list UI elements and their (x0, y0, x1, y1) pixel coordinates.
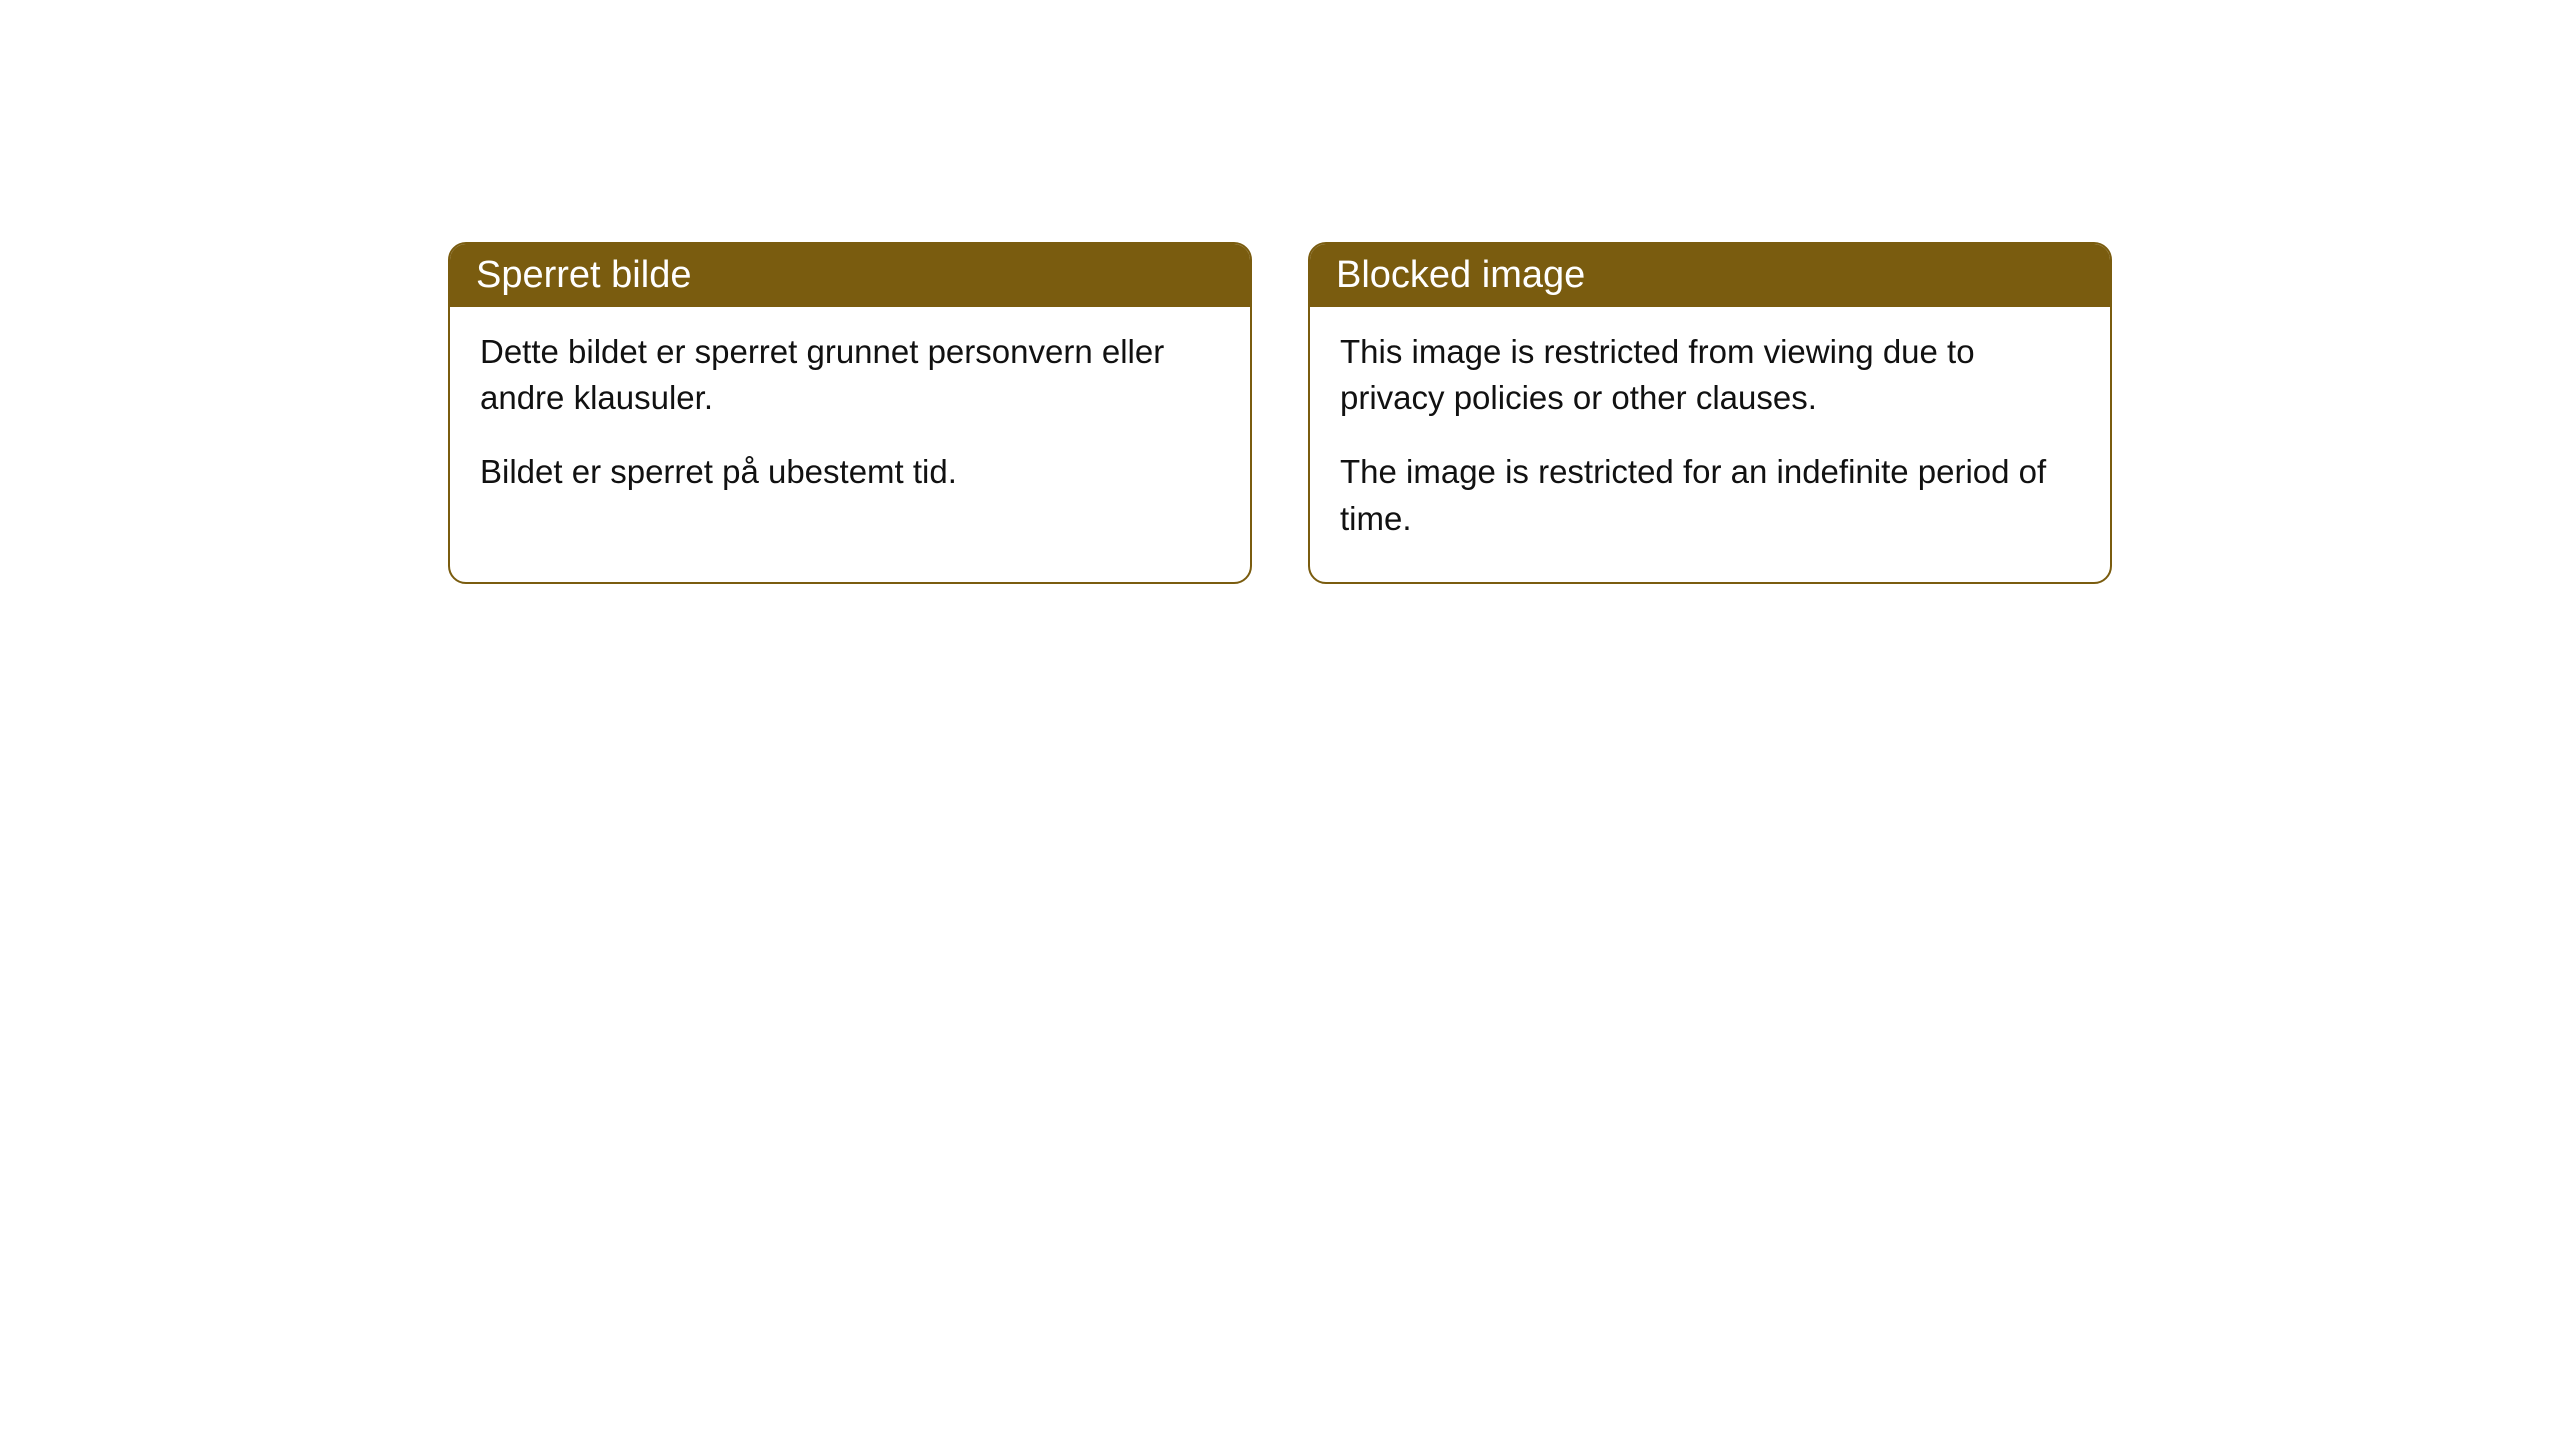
card-header-norwegian: Sperret bilde (450, 244, 1250, 307)
card-norwegian: Sperret bilde Dette bildet er sperret gr… (448, 242, 1252, 584)
card-text-norwegian-p2: Bildet er sperret på ubestemt tid. (480, 449, 1220, 495)
card-header-english: Blocked image (1310, 244, 2110, 307)
card-english: Blocked image This image is restricted f… (1308, 242, 2112, 584)
card-body-norwegian: Dette bildet er sperret grunnet personve… (450, 307, 1250, 536)
cards-container: Sperret bilde Dette bildet er sperret gr… (448, 242, 2112, 584)
card-body-english: This image is restricted from viewing du… (1310, 307, 2110, 582)
card-text-english-p2: The image is restricted for an indefinit… (1340, 449, 2080, 541)
card-text-english-p1: This image is restricted from viewing du… (1340, 329, 2080, 421)
card-text-norwegian-p1: Dette bildet er sperret grunnet personve… (480, 329, 1220, 421)
